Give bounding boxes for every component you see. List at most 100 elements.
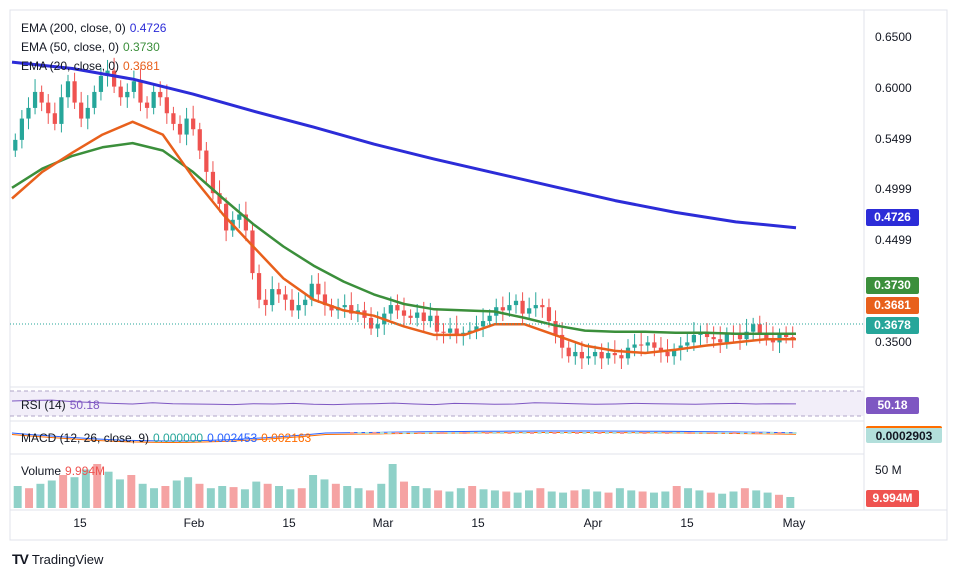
badge-ema20: 0.3681 [866, 297, 919, 314]
volume-bar [581, 489, 590, 508]
volume-bar [445, 491, 454, 508]
volume-bar [638, 491, 647, 508]
candle-body [263, 299, 268, 306]
legend-ema200-label: EMA (200, close, 0) [21, 21, 126, 35]
volume-bar [672, 486, 681, 508]
y-tick-5: 0.3500 [875, 335, 912, 349]
candle-body [421, 312, 426, 322]
macd-histogram-bar [485, 432, 489, 434]
rsi-line [11, 399, 797, 406]
candle-body [546, 307, 552, 322]
volume-bar [286, 489, 295, 508]
candle-body [197, 129, 202, 151]
macd-histogram-bar [395, 432, 399, 434]
legend-volume-value: 9.994M [65, 464, 106, 478]
legend-ema20[interactable]: EMA (20, close, 0) 0.3681 [21, 59, 160, 73]
candle-body [711, 337, 716, 340]
legend-macd-hist: 0.000000 [153, 431, 204, 445]
candle-body [737, 334, 743, 340]
volume-bar [718, 493, 727, 508]
candle-body [487, 315, 492, 322]
brand[interactable]: TV TradingView [12, 551, 103, 567]
legend-macd[interactable]: MACD (12, 26, close, 9) 0.000000 0.002453 0… [21, 431, 311, 445]
macd-histogram-bar [425, 432, 429, 434]
candle-body [388, 305, 393, 314]
candle-body [118, 86, 123, 98]
legend-ema50[interactable]: EMA (50, close, 0) 0.3730 [21, 40, 160, 54]
macd-histogram-bar [387, 432, 392, 434]
macd-histogram-bar [447, 432, 452, 434]
volume-bar [547, 491, 556, 508]
volume-bar [456, 488, 465, 508]
macd-histogram-bar [492, 432, 497, 434]
legend-ema20-label: EMA (20, close, 0) [21, 59, 120, 73]
volume-scale-label: 50 M [875, 463, 902, 477]
x-tick-4: 15 [471, 516, 485, 530]
volume-group [13, 464, 795, 508]
candle-body [645, 342, 650, 346]
volume-bar [434, 490, 443, 508]
legend-volume[interactable]: Volume 9.994M [21, 464, 105, 478]
candle-body [316, 283, 321, 295]
legend-rsi-label: RSI (14) [21, 398, 66, 412]
volume-bar [59, 475, 68, 508]
badge-volume: 9.994M [866, 490, 919, 507]
candle-body [579, 351, 584, 359]
macd-histogram-bar [590, 432, 594, 434]
macd-histogram-bar [552, 432, 557, 434]
volume-bar [593, 491, 602, 508]
candle-body [784, 334, 789, 338]
volume-bar [150, 488, 159, 508]
volume-bar [161, 486, 170, 508]
legend-ema200[interactable]: EMA (200, close, 0) 0.4726 [21, 21, 166, 35]
ema-lines-group [11, 60, 797, 355]
macd-histogram-bar [410, 432, 414, 434]
macd-histogram-bar [642, 432, 647, 434]
legend-rsi[interactable]: RSI (14) 50.18 [21, 398, 100, 412]
candle-body [540, 305, 545, 308]
candle-body [592, 351, 598, 357]
candle-body [39, 91, 44, 103]
candle-body [480, 321, 486, 327]
macd-histogram-bar [372, 432, 377, 434]
volume-bar [411, 486, 420, 508]
volume-bar [81, 469, 90, 508]
volume-bar [570, 490, 579, 508]
macd-histogram-bar [357, 432, 362, 434]
candle-body [59, 97, 64, 124]
candle-body [171, 113, 176, 124]
ema200-line [11, 60, 797, 230]
volume-bar [490, 490, 499, 508]
macd-histogram-bar [477, 432, 482, 434]
candle-body [652, 342, 657, 348]
candle-body [474, 326, 479, 331]
volume-bar [70, 477, 79, 508]
volume-bar [184, 477, 193, 508]
candle-body [19, 118, 24, 140]
candle-body [757, 324, 762, 333]
volume-bar [138, 483, 147, 508]
macd-histogram-bar [575, 432, 579, 434]
macd-histogram-bar [695, 432, 699, 434]
candle-body [144, 102, 150, 108]
volume-bar [36, 483, 45, 508]
badge-ema50: 0.3730 [866, 277, 919, 294]
volume-bar [240, 489, 249, 508]
macd-histogram-bar [747, 432, 752, 434]
volume-bar [377, 483, 386, 508]
badge-ema200: 0.4726 [866, 209, 919, 226]
volume-bar [297, 488, 306, 508]
y-tick-2: 0.5499 [875, 132, 912, 146]
y-tick-3: 0.4999 [875, 182, 912, 196]
macd-histogram-bar [462, 432, 467, 434]
candle-body [92, 91, 97, 108]
candle-body [177, 123, 183, 135]
legend-macd-value: 0.002453 [207, 431, 258, 445]
volume-bar [786, 497, 795, 508]
candle-body [599, 351, 604, 359]
macd-histogram-bar [560, 432, 564, 434]
x-tick-3: Mar [372, 516, 394, 530]
candle-body [210, 171, 216, 194]
macd-histogram-bar [612, 432, 617, 434]
macd-histogram-bar [402, 432, 407, 434]
